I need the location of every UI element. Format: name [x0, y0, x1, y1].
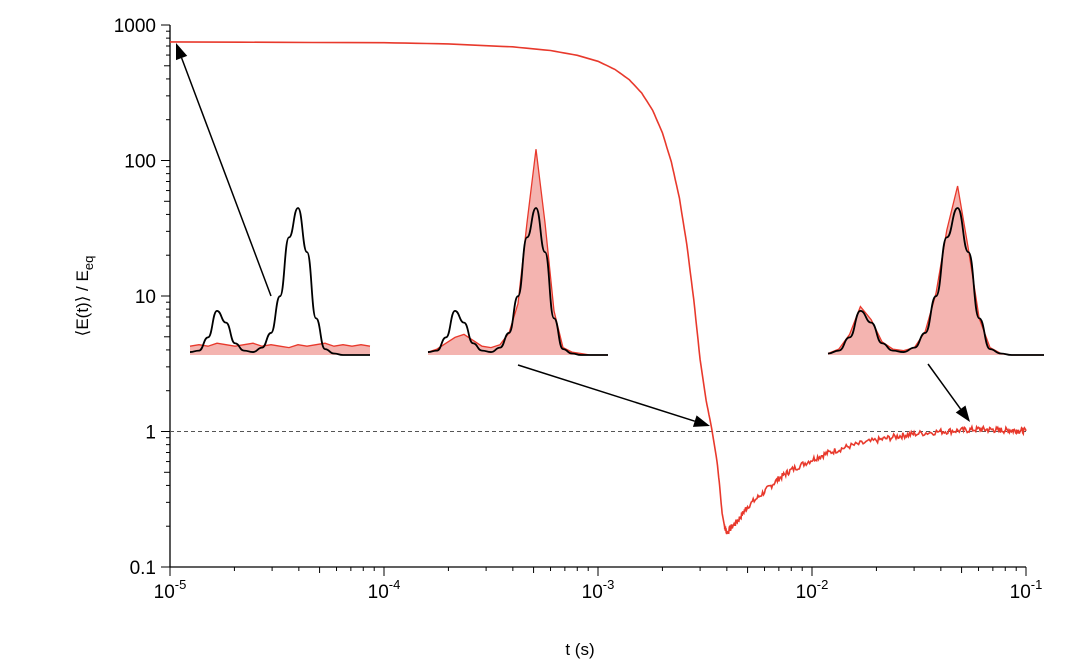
- y-axis-label: ⟨E(t)⟩ / Eeq: [73, 256, 96, 337]
- x-tick-label: 10-3: [582, 577, 615, 603]
- y-tick-label: 10: [135, 287, 156, 308]
- inset-model-line: [827, 207, 1044, 356]
- axes: [169, 25, 1026, 568]
- y-tick-labels: 0.1 1 10 100 1000: [114, 16, 156, 579]
- inset-model-line: [427, 207, 608, 356]
- y-tick-label: 100: [124, 152, 156, 173]
- arrow: [927, 363, 970, 422]
- y-axis-label-subscript: eq: [81, 256, 96, 270]
- inset-measured-fill: [428, 149, 608, 355]
- inset-measured-line: [427, 149, 608, 356]
- arrow-group: [176, 43, 970, 427]
- arrow: [517, 364, 710, 427]
- y-tick-label: 1: [145, 423, 156, 444]
- x-tick-label: 10-5: [154, 577, 187, 603]
- inset-measured-fill: [190, 343, 370, 355]
- y-axis-label-main: ⟨E(t)⟩ / E: [73, 270, 92, 336]
- inset-measured-fill: [828, 186, 1044, 355]
- arrow: [176, 43, 272, 297]
- series-line: [169, 41, 1027, 535]
- inset-measured-line: [189, 342, 371, 349]
- x-axis-label: t (s): [565, 640, 594, 659]
- inset-group: [189, 149, 1044, 356]
- inset-late: [827, 185, 1044, 356]
- x-tick-label: 10-1: [1010, 577, 1043, 603]
- inset-middle: [427, 149, 608, 356]
- inset-model-line: [189, 207, 370, 356]
- inset-early: [189, 207, 371, 356]
- y-tick-label: 0.1: [130, 558, 156, 579]
- x-tick-labels: 10-5 10-4 10-3 10-2 10-1: [154, 577, 1043, 603]
- y-tick-label: 1000: [114, 16, 156, 37]
- x-tick-label: 10-4: [368, 577, 401, 603]
- x-tick-label: 10-2: [796, 577, 829, 603]
- tick-marks: [161, 24, 1027, 576]
